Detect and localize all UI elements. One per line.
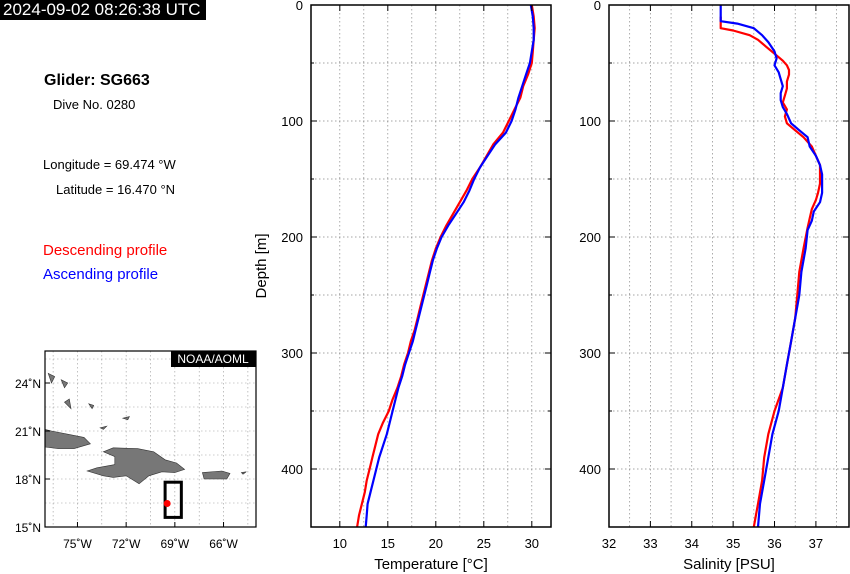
- series-line-ascending: [364, 4, 535, 528]
- chart-1: 32 33 34 35 36 37 0 100 200 300 400 Salinity [PSU]: [579, 0, 850, 573]
- hispaniola-island: [86, 447, 186, 485]
- plot-frame: [608, 4, 850, 528]
- glider-title: Glider: SG663: [44, 72, 150, 89]
- bahamas-island: [88, 403, 95, 410]
- gridlines: [609, 5, 849, 527]
- x-axis-label: Temperature [°C]: [374, 556, 488, 573]
- puerto-rico-island: [202, 470, 231, 480]
- glider-position-marker: [163, 499, 171, 507]
- virgin-islands: [240, 471, 247, 475]
- latitude-readout: Latitude = 16.470 °N: [56, 182, 176, 197]
- x-tick-label: 15: [381, 536, 395, 551]
- y-tick-label: 100: [579, 114, 601, 129]
- map-lon-label: 66˚W: [209, 537, 238, 551]
- map-credit: NOAA/AOML: [177, 352, 249, 366]
- y-tick-label: 300: [281, 346, 303, 361]
- map-frame: [44, 350, 257, 528]
- land-masses: [44, 372, 247, 485]
- x-tick-label: 33: [643, 536, 657, 551]
- x-tick-label: 10: [333, 536, 347, 551]
- y-tick-label: 400: [281, 462, 303, 477]
- inagua-island: [99, 425, 108, 430]
- gridlines: [311, 5, 551, 527]
- y-tick-label: 400: [579, 462, 601, 477]
- map-lon-label: 72˚W: [112, 537, 141, 551]
- x-tick-label: 32: [602, 536, 616, 551]
- legend-ascending: Ascending profile: [43, 266, 159, 283]
- y-tick-label: 0: [594, 0, 601, 13]
- glider-track: [163, 480, 183, 519]
- legend-descending: Descending profile: [43, 242, 168, 259]
- map-lat-label: 18˚N: [15, 473, 41, 487]
- exuma-island: [60, 379, 69, 389]
- cuba-island: [44, 429, 91, 449]
- x-tick-label: 20: [429, 536, 443, 551]
- map-lon-label: 75˚W: [63, 537, 92, 551]
- dive-number: Dive No. 0280: [53, 97, 136, 112]
- x-axis-label: Salinity [PSU]: [683, 556, 775, 573]
- y-axis-label: Depth [m]: [253, 233, 270, 298]
- andros-island: [47, 372, 56, 384]
- map-lat-label: 21˚N: [15, 425, 41, 439]
- y-tick-label: 100: [281, 114, 303, 129]
- y-tick-label: 200: [579, 230, 601, 245]
- series-line-ascending: [719, 5, 824, 528]
- x-tick-label: 36: [767, 536, 781, 551]
- map-lat-label: 15˚N: [15, 521, 41, 535]
- map-credit-background: [171, 351, 256, 367]
- x-tick-label: 34: [685, 536, 699, 551]
- turks-caicos-island: [121, 416, 130, 421]
- x-tick-label: 30: [525, 536, 539, 551]
- plot-frame: [310, 4, 552, 528]
- map-panel: 24˚N 21˚N 18˚N 15˚N 75˚W 72˚W 69˚W 66˚W NOAA/AOM…: [15, 350, 257, 551]
- x-tick-label: 25: [477, 536, 491, 551]
- bahamas-island: [64, 398, 72, 410]
- timestamp-label: 2024-09-02 08:26:38 UTC: [0, 0, 206, 20]
- longitude-readout: Longitude = 69.474 °W: [43, 157, 176, 172]
- y-tick-label: 200: [281, 230, 303, 245]
- map-lon-label: 69˚W: [161, 537, 190, 551]
- y-tick-label: 0: [296, 0, 303, 13]
- x-tick-label: 35: [726, 536, 740, 551]
- map-lat-label: 24˚N: [15, 377, 41, 391]
- y-tick-label: 300: [579, 346, 601, 361]
- x-tick-label: 37: [809, 536, 823, 551]
